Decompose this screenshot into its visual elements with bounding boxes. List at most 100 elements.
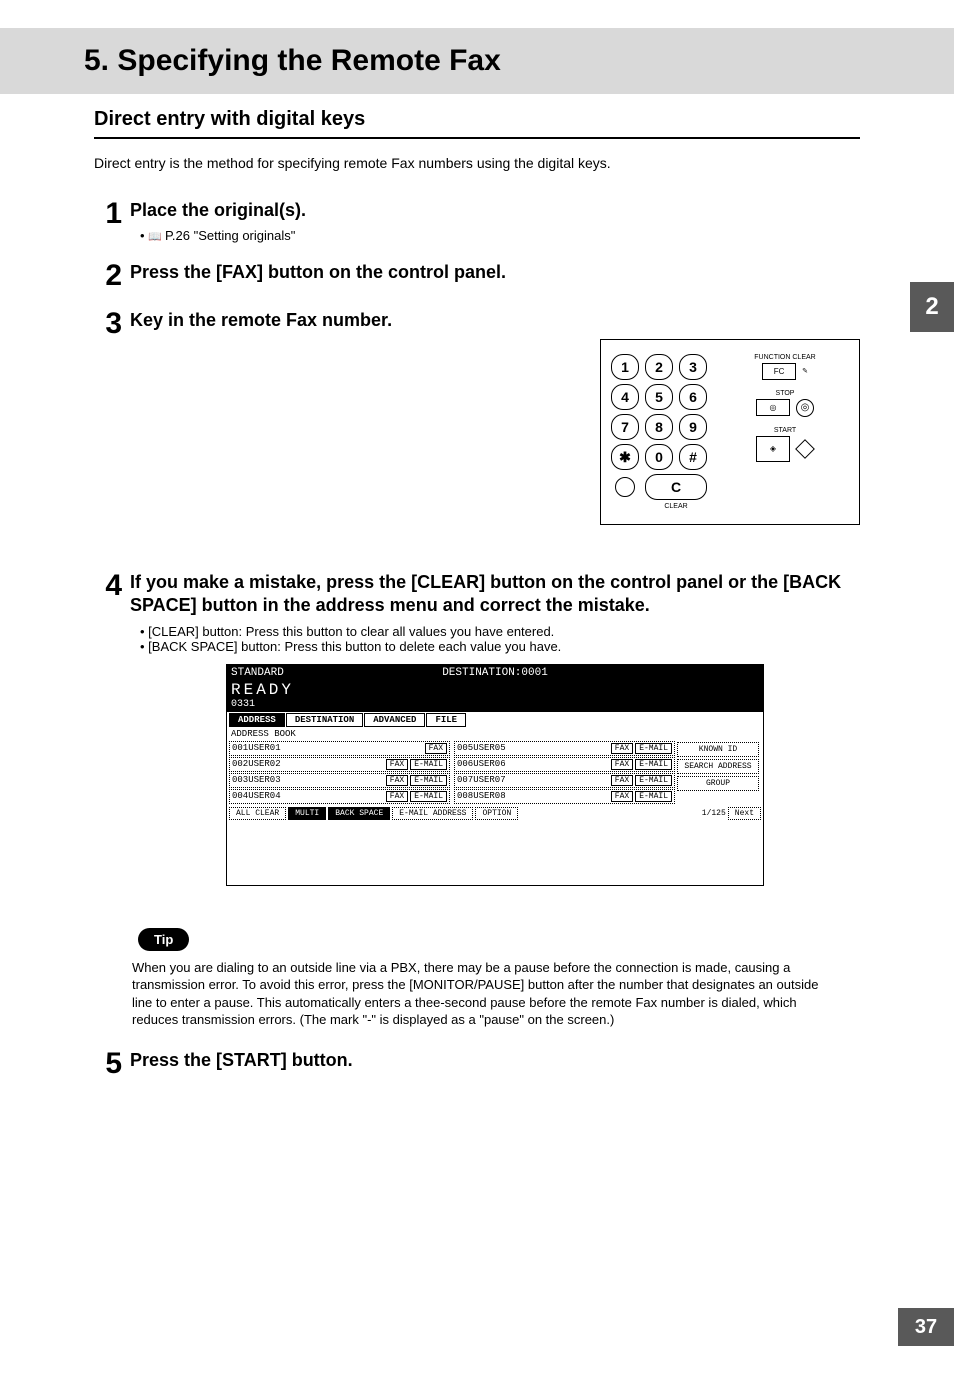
- lcd-fax-badge[interactable]: FAX: [611, 791, 633, 802]
- lcd-tab-address[interactable]: ADDRESS: [229, 713, 285, 727]
- key-1[interactable]: 1: [611, 354, 639, 380]
- fc-button[interactable]: FC: [762, 363, 796, 380]
- section-subtitle: Direct entry with digital keys: [94, 108, 860, 131]
- lcd-header-left: STANDARD: [231, 667, 442, 679]
- lcd-header-right: DESTINATION:0001: [442, 667, 548, 679]
- lcd-option[interactable]: OPTION: [475, 807, 518, 820]
- function-clear-label: FUNCTION CLEAR: [754, 354, 815, 361]
- step-title: Place the original(s).: [130, 199, 860, 222]
- lcd-address-row[interactable]: 007USER07FAXE-MAIL: [454, 773, 675, 788]
- lcd-ready: READY: [227, 681, 763, 699]
- lcd-fax-badge[interactable]: FAX: [611, 775, 633, 786]
- lcd-address-row[interactable]: 001USER01FAX: [229, 741, 450, 756]
- tip-label: Tip: [138, 928, 189, 951]
- key-5[interactable]: 5: [645, 384, 673, 410]
- key-hash[interactable]: #: [679, 444, 707, 470]
- lcd-email-badge[interactable]: E-MAIL: [635, 791, 672, 802]
- lcd-side-group[interactable]: GROUP: [677, 776, 759, 791]
- lcd-all-clear[interactable]: ALL CLEAR: [229, 807, 286, 820]
- key-2[interactable]: 2: [645, 354, 673, 380]
- step-number: 2: [94, 261, 130, 291]
- key-0[interactable]: 0: [645, 444, 673, 470]
- lcd-user-name: 005USER05: [457, 743, 609, 753]
- key-clear[interactable]: C: [645, 474, 707, 500]
- lcd-email-badge[interactable]: E-MAIL: [410, 775, 447, 786]
- lcd-col-1: 001USER01FAX002USER02FAXE-MAIL003USER03F…: [229, 740, 450, 805]
- lcd-tabs: ADDRESS DESTINATION ADVANCED FILE: [227, 712, 763, 728]
- control-column: FUNCTION CLEAR FC ✎ STOP ◎ ◎ START ◈: [721, 354, 849, 510]
- lcd-fax-badge[interactable]: FAX: [386, 791, 408, 802]
- key-4[interactable]: 4: [611, 384, 639, 410]
- step-4: 4 If you make a mistake, press the [CLEA…: [94, 571, 860, 910]
- lcd-tab-file[interactable]: FILE: [426, 713, 466, 727]
- lcd-email-badge[interactable]: E-MAIL: [410, 759, 447, 770]
- key-9[interactable]: 9: [679, 414, 707, 440]
- lcd-email-address[interactable]: E-MAIL ADDRESS: [392, 807, 473, 820]
- lcd-address-row[interactable]: 005USER05FAXE-MAIL: [454, 741, 675, 756]
- lcd-tab-advanced[interactable]: ADVANCED: [364, 713, 425, 727]
- pen-icon: ✎: [802, 367, 808, 375]
- key-blank[interactable]: [615, 477, 635, 497]
- lcd-user-name: 007USER07: [457, 775, 609, 785]
- step-1: 1 Place the original(s). 📖 P.26 "Setting…: [94, 199, 860, 243]
- key-6[interactable]: 6: [679, 384, 707, 410]
- lcd-fax-badge[interactable]: FAX: [611, 743, 633, 754]
- key-7[interactable]: 7: [611, 414, 639, 440]
- chapter-side-tab: 2: [910, 282, 954, 332]
- lcd-address-row[interactable]: 003USER03FAXE-MAIL: [229, 773, 450, 788]
- lcd-email-badge[interactable]: E-MAIL: [410, 791, 447, 802]
- step-number: 3: [94, 309, 130, 339]
- lcd-next[interactable]: Next: [728, 807, 761, 820]
- stop-indicator-icon: ◎: [796, 399, 814, 417]
- lcd-back-space[interactable]: BACK SPACE: [328, 807, 390, 820]
- lcd-fax-badge[interactable]: FAX: [611, 759, 633, 770]
- lcd-user-name: 008USER08: [457, 791, 609, 801]
- lcd-fax-badge[interactable]: FAX: [386, 759, 408, 770]
- lcd-page-indicator: 1/125: [702, 809, 726, 818]
- chapter-title: 5. Specifying the Remote Fax: [84, 44, 954, 78]
- step-number: 5: [94, 1049, 130, 1079]
- clear-label: CLEAR: [645, 503, 707, 510]
- key-3[interactable]: 3: [679, 354, 707, 380]
- lcd-user-name: 006USER06: [457, 759, 609, 769]
- lcd-bottom-bar: ALL CLEAR MULTI BACK SPACE E-MAIL ADDRES…: [227, 805, 763, 822]
- chapter-title-bar: 5. Specifying the Remote Fax: [0, 28, 954, 94]
- lcd-fax-badge[interactable]: FAX: [425, 743, 447, 754]
- step-title: If you make a mistake, press the [CLEAR]…: [130, 571, 860, 618]
- stop-label: STOP: [776, 390, 795, 397]
- numeric-keypad: 1 2 3 4 5 6 7 8 9 ✱ 0 # C CLEAR: [611, 354, 707, 510]
- lcd-address-row[interactable]: 006USER06FAXE-MAIL: [454, 757, 675, 772]
- lcd-user-name: 003USER03: [232, 775, 384, 785]
- step-title: Press the [START] button.: [130, 1049, 860, 1072]
- key-8[interactable]: 8: [645, 414, 673, 440]
- keypad-figure: 1 2 3 4 5 6 7 8 9 ✱ 0 # C CLEAR: [600, 339, 860, 525]
- stop-button[interactable]: ◎: [756, 399, 790, 416]
- section-rule: [94, 137, 860, 139]
- lcd-user-name: 004USER04: [232, 791, 384, 801]
- step-number: 1: [94, 199, 130, 229]
- lcd-fax-badge[interactable]: FAX: [386, 775, 408, 786]
- lcd-address-row[interactable]: 008USER08FAXE-MAIL: [454, 789, 675, 804]
- lcd-address-row[interactable]: 002USER02FAXE-MAIL: [229, 757, 450, 772]
- lcd-col-2: 005USER05FAXE-MAIL006USER06FAXE-MAIL007U…: [454, 740, 675, 805]
- lcd-header: STANDARD DESTINATION:0001: [227, 665, 763, 681]
- step-bullet: 📖 P.26 "Setting originals": [140, 228, 860, 243]
- lcd-user-name: 001USER01: [232, 743, 423, 753]
- lcd-entered-number: 0331: [227, 699, 763, 712]
- lcd-side-known-id[interactable]: KNOWN ID: [677, 742, 759, 757]
- step-bullet: [BACK SPACE] button: Press this button t…: [140, 639, 860, 654]
- start-button[interactable]: ◈: [756, 436, 790, 462]
- lcd-address-row[interactable]: 004USER04FAXE-MAIL: [229, 789, 450, 804]
- lcd-email-badge[interactable]: E-MAIL: [635, 759, 672, 770]
- lcd-email-badge[interactable]: E-MAIL: [635, 743, 672, 754]
- lcd-email-badge[interactable]: E-MAIL: [635, 775, 672, 786]
- lcd-multi[interactable]: MULTI: [288, 807, 326, 820]
- lcd-side-buttons: KNOWN ID SEARCH ADDRESS GROUP: [675, 740, 761, 805]
- lcd-tab-destination[interactable]: DESTINATION: [286, 713, 363, 727]
- page-number: 37: [898, 1308, 954, 1346]
- step-2: 2 Press the [FAX] button on the control …: [94, 261, 860, 291]
- book-icon: 📖: [148, 231, 165, 243]
- step-5: 5 Press the [START] button.: [94, 1049, 860, 1079]
- key-star[interactable]: ✱: [611, 444, 639, 470]
- lcd-side-search[interactable]: SEARCH ADDRESS: [677, 759, 759, 774]
